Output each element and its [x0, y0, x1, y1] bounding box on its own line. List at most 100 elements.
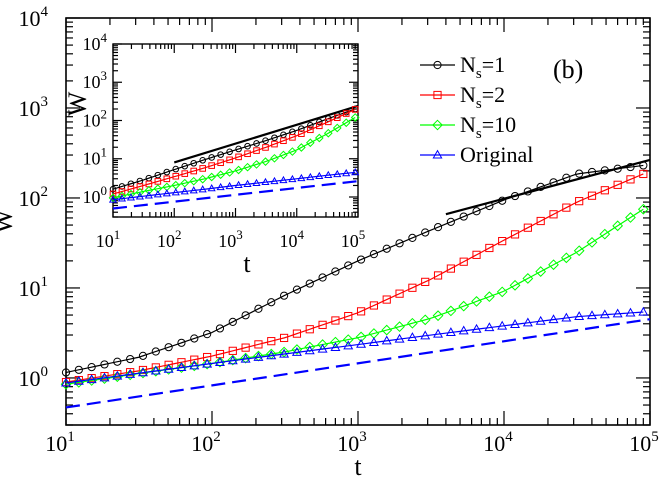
data-point: [199, 157, 207, 164]
data-point: [458, 325, 469, 335]
series-line-ns-10: [112, 116, 356, 199]
data-point: [144, 186, 154, 195]
y-tick-label-exp: 4: [101, 30, 108, 45]
main-x-axis-title: t: [354, 452, 362, 479]
data-point: [324, 170, 333, 179]
data-point: [288, 147, 297, 156]
y-tick-label-base: 10: [83, 187, 101, 207]
data-point: [215, 324, 225, 333]
data-point: [381, 324, 393, 336]
y-tick-label-exp: 3: [41, 94, 49, 110]
data-point: [189, 360, 200, 370]
data-point: [535, 315, 546, 325]
data-point: [522, 317, 533, 327]
data-point: [344, 312, 353, 321]
data-point: [351, 106, 359, 113]
data-point: [445, 305, 457, 317]
x-tick-label-base: 10: [280, 231, 298, 251]
y-tick-label-exp: 2: [101, 106, 108, 121]
data-point: [61, 377, 71, 387]
data-point: [151, 347, 160, 356]
data-point: [113, 370, 122, 379]
inset-ticks: [112, 43, 359, 218]
y-tick-label-exp: 0: [41, 364, 49, 380]
y-tick-label: 104: [19, 4, 49, 31]
data-point: [163, 175, 171, 183]
legend-item: Ns=10: [420, 112, 516, 142]
data-point: [573, 245, 585, 257]
data-point: [266, 350, 277, 360]
data-point: [548, 259, 559, 271]
y-tick-label-base: 10: [19, 96, 41, 121]
data-point: [190, 159, 198, 167]
data-point: [153, 184, 163, 194]
x-tick-label-base: 10: [218, 231, 236, 251]
data-point: [227, 354, 239, 366]
data-point: [177, 358, 186, 367]
data-point: [613, 180, 622, 189]
data-point: [203, 330, 212, 339]
data-point: [234, 165, 243, 175]
data-point: [254, 304, 263, 313]
data-point: [135, 187, 145, 197]
y-tick-label-exp: 4: [41, 4, 49, 20]
data-point: [108, 193, 118, 203]
data-point: [244, 142, 251, 150]
legend-label-main: N: [460, 112, 476, 137]
data-point: [207, 183, 216, 192]
series-line-original: [65, 311, 644, 384]
data-point: [498, 236, 507, 246]
data-point: [315, 171, 324, 180]
data-point: [240, 352, 251, 364]
data-point: [198, 185, 207, 193]
data-point: [291, 347, 302, 356]
data-point: [207, 172, 217, 182]
data-point: [485, 201, 494, 211]
data-point: [135, 192, 144, 200]
data-point: [150, 365, 161, 375]
data-point: [181, 170, 189, 177]
data-point: [432, 310, 444, 322]
data-point: [307, 122, 314, 129]
data-point: [600, 166, 609, 175]
data-point: [199, 165, 207, 172]
data-point: [625, 212, 636, 223]
data-point: [171, 188, 180, 196]
data-point: [226, 148, 233, 156]
data-point: [304, 341, 316, 353]
data-point: [271, 134, 278, 142]
data-point: [99, 372, 110, 382]
data-point: [536, 182, 545, 191]
data-point: [298, 130, 305, 137]
data-point: [318, 273, 327, 282]
data-point: [279, 333, 289, 343]
data-point: [235, 145, 242, 153]
legend-item: Ns=2: [420, 82, 505, 112]
data-point: [288, 174, 297, 183]
data-point: [509, 279, 521, 291]
slope-line-blue-dashed: [65, 318, 651, 409]
x-tick-label-base: 10: [157, 231, 175, 251]
y-tick-label: 101: [83, 145, 108, 169]
data-point: [214, 356, 226, 368]
data-point: [279, 150, 288, 160]
data-point: [254, 340, 263, 349]
data-point: [112, 370, 123, 380]
data-point: [496, 286, 508, 298]
x-tick-label-exp: 3: [359, 429, 367, 445]
data-point: [522, 273, 534, 284]
y-tick-label-exp: 0: [101, 183, 108, 198]
data-point: [575, 169, 584, 178]
x-tick-label-base: 10: [191, 431, 213, 456]
data-point: [172, 165, 180, 173]
data-point: [471, 323, 482, 333]
legend-label-sub: s: [476, 126, 482, 142]
data-point: [108, 195, 118, 203]
data-point: [356, 338, 367, 348]
data-point: [214, 357, 225, 366]
legend-label-main: Original: [460, 142, 533, 167]
data-point: [217, 151, 224, 158]
data-point: [637, 203, 649, 215]
data-point: [261, 157, 270, 166]
data-point: [332, 123, 342, 133]
